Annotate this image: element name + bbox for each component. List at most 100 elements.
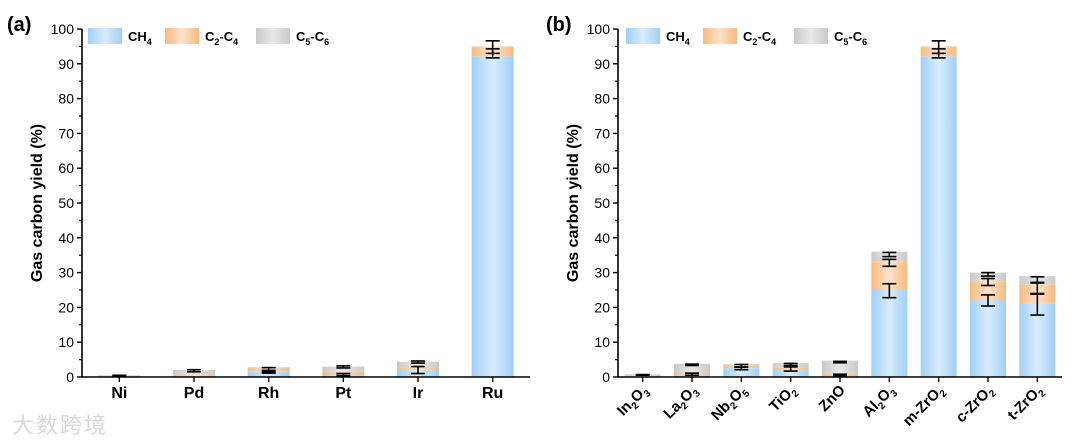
panel-label: (a)	[7, 14, 31, 36]
x-tick-label: Ir	[413, 385, 424, 402]
bar-La2O3-C5-C6	[674, 363, 710, 374]
y-tick-label: 60	[594, 160, 610, 176]
y-tick-label: 100	[587, 21, 611, 37]
bar-Pd-C2-C4	[173, 374, 215, 376]
error-bar-Rh-3	[261, 369, 276, 374]
legend-swatch	[626, 28, 660, 44]
y-tick-label: 90	[58, 56, 74, 72]
x-tick-label: t-ZrO2	[1004, 381, 1048, 425]
y-tick-label: 70	[594, 125, 610, 141]
watermark: 大数跨境	[12, 414, 109, 439]
bar-Pt-C5-C6	[322, 366, 365, 372]
x-tick-label: In2O3	[614, 381, 654, 421]
bar-La2O3-CH4	[674, 375, 710, 377]
error-bar-La2O3-2	[685, 372, 699, 377]
error-bar-Al2O3-10	[882, 258, 897, 268]
legend-label: C2-C4	[205, 29, 238, 47]
legend: CH4 C2-C4 C5-C6	[88, 28, 329, 47]
x-tick-label: TiO2	[766, 381, 802, 417]
error-bar-TiO2-5	[783, 362, 798, 367]
x-tick-label: Pd	[184, 385, 204, 402]
y-tick-label: 0	[66, 369, 74, 385]
y-tick-label: 20	[594, 299, 610, 315]
y-axis-label: Gas carbon yield (%)	[565, 124, 582, 282]
bar-TiO2-CH4	[772, 370, 809, 377]
y-tick-label: 50	[594, 195, 610, 211]
y-tick-label: 40	[594, 230, 610, 246]
error-bar-La2O3-1	[685, 363, 699, 367]
panel-label: (b)	[546, 14, 572, 36]
bar-c-ZrO2-C5-C6	[970, 272, 1006, 282]
y-tick-label: 30	[594, 265, 610, 281]
x-tick-label: ZnO	[816, 382, 849, 415]
bar-Nb2O5-CH4	[723, 368, 760, 377]
bar-m-ZrO2-CH4	[920, 56, 957, 378]
legend-label: C5-C6	[296, 29, 329, 47]
y-tick-label: 30	[58, 265, 74, 281]
x-tick-label: Nb2O5	[708, 381, 753, 426]
error-bar-Ir-7	[411, 365, 425, 375]
error-bar-Pt-4	[336, 365, 351, 369]
legend-swatch	[256, 28, 290, 44]
x-tick-label: Al2O3	[859, 381, 900, 422]
y-tick-label: 90	[594, 56, 610, 72]
error-bar-Ir-6	[411, 360, 425, 364]
y-axis-label: Gas carbon yield (%)	[29, 124, 46, 282]
legend: CH4 C2-C4 C5-C6	[626, 28, 867, 47]
x-tick-label: c-ZrO2	[953, 381, 1000, 428]
x-tick-label: Rh	[258, 385, 279, 402]
error-bar-TiO2-6	[783, 366, 798, 372]
y-tick-label: 10	[58, 334, 74, 350]
y-tick-label: 100	[51, 21, 75, 37]
bar-Al2O3-CH4	[871, 290, 908, 377]
bar-c-ZrO2-C2-C4	[970, 281, 1006, 301]
error-bar-Al2O3-9	[882, 251, 897, 258]
error-bar-Ru-9	[485, 48, 500, 59]
y-tick-label: 40	[58, 230, 74, 246]
x-tick-label: m-ZrO2	[900, 381, 950, 431]
error-bar-Ni-0	[112, 374, 127, 377]
bar-Rh-CH4	[247, 371, 290, 377]
error-bar-m-ZrO2-13	[931, 48, 946, 59]
legend-swatch	[88, 28, 122, 44]
error-bar-In2O3-0	[635, 373, 650, 377]
error-bar-Al2O3-11	[882, 282, 897, 299]
error-bar-c-ZrO2-14	[981, 271, 995, 277]
error-bar-ZnO-8	[833, 373, 847, 377]
bar-c-ZrO2-CH4	[970, 300, 1006, 377]
y-tick-label: 50	[58, 195, 74, 211]
error-bar-ZnO-7	[833, 360, 847, 364]
y-tick-label: 80	[58, 91, 74, 107]
error-bar-Pt-5	[336, 372, 351, 377]
error-bar-Pd-1	[187, 368, 201, 373]
error-bar-c-ZrO2-15	[981, 277, 995, 287]
y-tick-label: 10	[594, 334, 610, 350]
error-bar-t-ZrO2-19	[1030, 293, 1045, 316]
legend-swatch	[703, 28, 737, 44]
x-tick-label: La2O3	[660, 381, 703, 424]
y-tick-label: 80	[594, 91, 610, 107]
y-tick-label: 0	[602, 369, 610, 385]
bar-Ru-CH4	[471, 56, 514, 378]
legend-swatch	[165, 28, 199, 44]
legend-label: C2-C4	[743, 29, 776, 47]
error-bar-Nb2O5-4	[734, 366, 749, 371]
y-tick-label: 70	[58, 125, 74, 141]
x-tick-label: Ru	[482, 385, 503, 402]
error-bar-c-ZrO2-16	[981, 294, 995, 307]
legend-swatch	[794, 28, 828, 44]
x-tick-label: Pt	[335, 385, 352, 402]
bar-ZnO-C5-C6	[822, 360, 858, 374]
legend-label: CH4	[666, 29, 690, 47]
y-tick-label: 20	[58, 299, 74, 315]
bar-t-ZrO2-CH4	[1019, 303, 1056, 377]
legend-label: CH4	[128, 29, 152, 47]
bar-Ir-C5-C6	[397, 361, 439, 368]
chart-panel-a: 0 10 20 30 40 50 60 70 80 90 100 Ni Pd Rh Pt Ir Ru Gas ca…	[7, 14, 530, 402]
axes	[81, 29, 530, 378]
x-tick-label: Ni	[111, 385, 127, 402]
legend-label: C5-C6	[834, 29, 867, 47]
y-tick-label: 60	[58, 160, 74, 176]
